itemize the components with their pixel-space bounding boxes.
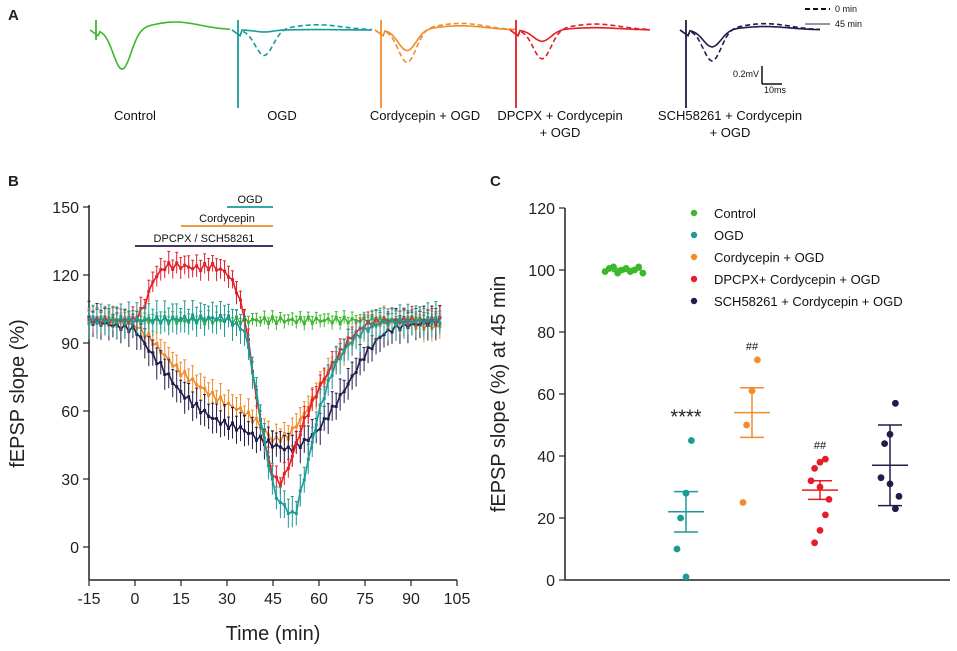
y-tick-label: 80 <box>537 325 555 342</box>
trace-45min <box>509 26 650 43</box>
y-axis-title: fEPSP slope (%) <box>7 319 29 468</box>
data-point <box>438 321 442 325</box>
data-point <box>816 458 824 466</box>
y-tick-label: 40 <box>537 449 555 466</box>
data-point <box>754 356 761 364</box>
y-axis-title: fEPSP slope (%) at 45 min <box>488 276 510 512</box>
data-point <box>677 514 684 522</box>
x-tick-label: 45 <box>264 591 282 608</box>
data-point <box>822 511 829 519</box>
data-point <box>811 465 818 472</box>
x-tick-label: 15 <box>172 591 190 608</box>
data-point <box>822 455 829 463</box>
significance-annotation: ## <box>814 440 827 452</box>
trace-label: DPCPX + Cordycepin <box>497 108 622 123</box>
y-tick-label: 20 <box>537 511 555 528</box>
significance-annotation: **** <box>670 407 701 429</box>
panel-c-letter: C <box>490 173 501 190</box>
data-point <box>892 399 899 407</box>
data-point <box>881 440 888 447</box>
y-tick-label: 100 <box>528 263 555 280</box>
trace-0min <box>231 24 372 57</box>
legend-solid-label: 45 min <box>835 19 862 29</box>
scale-bar-horizontal-label: 10ms <box>764 85 787 95</box>
legend-dashed-label: 0 min <box>835 4 857 14</box>
significance-annotation: ## <box>746 341 759 353</box>
trace-45min <box>679 25 821 48</box>
data-point <box>739 499 747 506</box>
trace-45min <box>374 25 515 52</box>
trace-0min <box>374 22 516 64</box>
data-point <box>673 545 681 553</box>
trace-label: + OGD <box>710 125 751 140</box>
group-ogd: **** <box>668 407 704 581</box>
legend-marker <box>690 231 698 239</box>
data-point <box>87 322 91 326</box>
legend-label: SCH58261 + Cordycepin + OGD <box>714 294 903 309</box>
x-tick-label: 30 <box>218 591 236 608</box>
data-point <box>688 437 695 444</box>
trace-0min <box>679 22 821 62</box>
x-tick-label: 0 <box>131 591 140 608</box>
y-tick-label: 60 <box>537 387 555 404</box>
x-tick-label: 75 <box>356 591 374 608</box>
panel-b-letter: B <box>8 173 19 190</box>
panel-a-letter: A <box>8 7 19 24</box>
series-ogd <box>87 300 442 528</box>
treatment-bar-label: Cordycepin <box>199 213 255 225</box>
trace-45min <box>89 21 231 71</box>
treatment-bar-label: DPCPX / SCH58261 <box>154 233 255 245</box>
group-dpcpx: ## <box>802 440 838 547</box>
data-point <box>892 505 899 513</box>
data-point <box>682 573 690 581</box>
y-tick-label: 90 <box>61 336 79 353</box>
y-tick-label: 0 <box>70 540 79 557</box>
x-tick-label: -15 <box>77 591 100 608</box>
trace-label: SCH58261 + Cordycepin <box>658 108 802 123</box>
x-axis-title: Time (min) <box>226 623 321 645</box>
data-point <box>816 527 824 534</box>
x-tick-label: 90 <box>402 591 420 608</box>
trace-45min <box>231 28 372 37</box>
y-tick-label: 0 <box>546 573 555 590</box>
legend-marker <box>690 209 698 217</box>
legend-marker <box>690 275 698 283</box>
series-line <box>88 313 441 515</box>
panel-a-traces: Control OGD Cordycepin + OGD DPCPX + Cordyc… <box>89 4 862 140</box>
group-sch <box>872 399 908 513</box>
data-point <box>743 421 750 429</box>
legend-label: Cordycepin + OGD <box>714 250 824 265</box>
x-tick-label: 60 <box>310 591 328 608</box>
y-tick-label: 120 <box>528 201 555 218</box>
panel-c-scatter: 0 20 40 60 80 100 120 fEPSP slope (%) at 45 min… <box>488 201 950 590</box>
y-tick-label: 30 <box>61 472 79 489</box>
legend-label: Control <box>714 206 756 221</box>
trace-0min <box>509 23 651 60</box>
data-point <box>811 539 818 547</box>
data-point <box>639 269 647 277</box>
legend-marker <box>690 253 698 261</box>
trace-label: OGD <box>267 108 297 123</box>
legend-label: DPCPX+ Cordycepin + OGD <box>714 272 880 287</box>
x-tick-label: 105 <box>444 591 471 608</box>
group-control <box>601 263 647 277</box>
series-line <box>88 315 441 326</box>
trace-label: + OGD <box>540 125 581 140</box>
treatment-bar-label: OGD <box>237 194 262 206</box>
y-tick-label: 120 <box>52 268 79 285</box>
trace-label: Control <box>114 108 156 123</box>
scale-bar-vertical-label: 0.2mV <box>733 69 759 79</box>
legend-marker <box>690 297 698 305</box>
panel-b-timecourse: -15 0 15 30 45 60 75 90 105 0 30 60 90 120 150 Time (mi… <box>7 194 470 645</box>
legend-label: OGD <box>714 228 744 243</box>
data-point <box>895 492 903 500</box>
data-point <box>635 263 643 271</box>
y-tick-label: 150 <box>52 200 79 217</box>
y-tick-label: 60 <box>61 404 79 421</box>
data-point <box>877 474 885 482</box>
trace-label: Cordycepin + OGD <box>370 108 480 123</box>
group-cordycepin: ## <box>734 341 770 506</box>
